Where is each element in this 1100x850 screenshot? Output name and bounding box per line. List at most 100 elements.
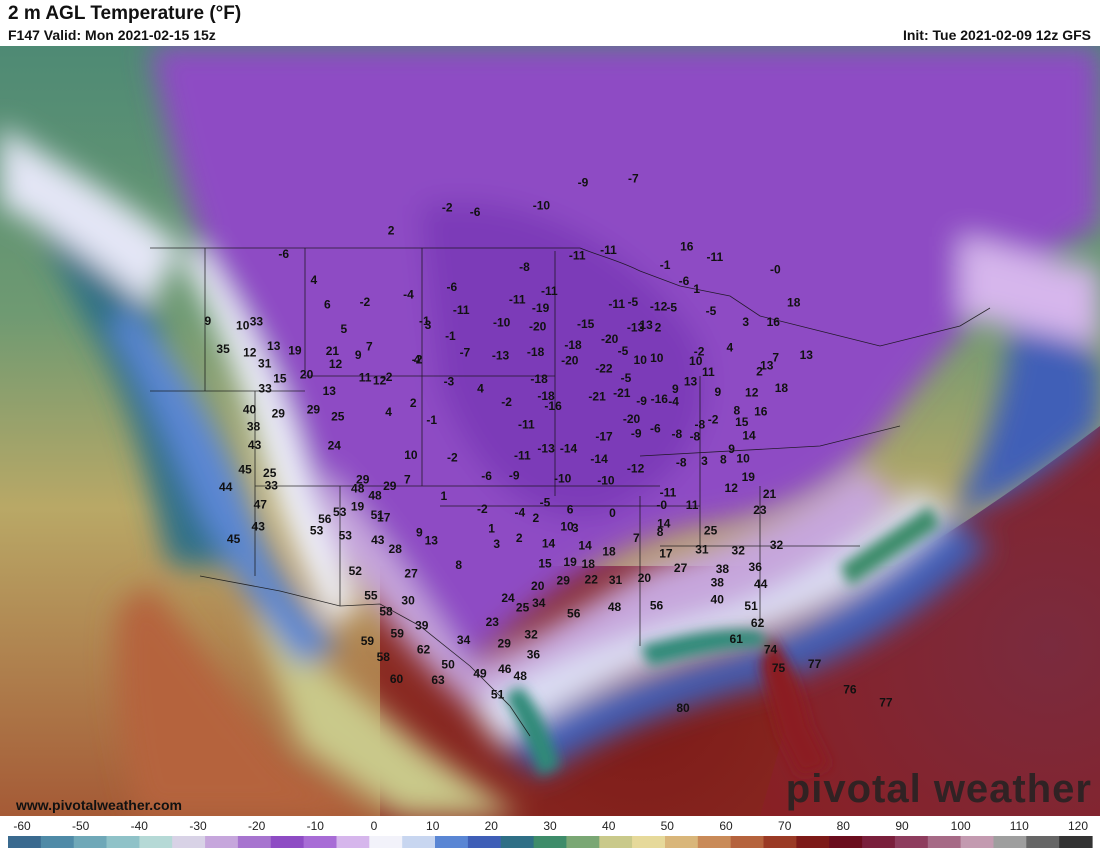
temperature-label: 48: [351, 481, 365, 495]
temperature-label: -20: [623, 412, 641, 426]
temperature-label: 7: [772, 350, 779, 364]
colorbar-ticks: -60 -50 -40 -30 -20 -10 0 10 20 30 40 50 60 70 80 90 100…: [13, 819, 1088, 833]
temperature-label: -2: [694, 345, 705, 359]
temperature-label: 12: [745, 386, 759, 400]
temperature-label: -1: [660, 258, 671, 272]
temperature-label: 21: [763, 487, 777, 501]
temperature-label: 25: [704, 523, 718, 537]
temperature-label: -4: [514, 506, 525, 520]
texas-coast-green: [505, 686, 560, 776]
brand-watermark: pivotal weather: [786, 767, 1092, 811]
temperature-label: 39: [415, 619, 429, 633]
state-boundaries: [150, 247, 991, 737]
temperature-label: 80: [676, 701, 690, 715]
temperature-label: -10: [493, 316, 511, 330]
temperature-label: 19: [351, 500, 365, 514]
temperature-label: 32: [524, 628, 538, 642]
temperature-label: 38: [716, 562, 730, 576]
temperature-label: 9: [728, 442, 735, 456]
temperature-label: -8: [671, 427, 682, 441]
colorbar-swatch: [730, 836, 765, 848]
colorbar-swatch: [500, 836, 535, 848]
temperature-label: 77: [879, 696, 893, 710]
temperature-label: 24: [501, 591, 515, 605]
temperature-label: 47: [254, 498, 268, 512]
florida-warm: [760, 636, 830, 776]
temperature-label: -2: [382, 370, 393, 384]
temperature-label: -18: [537, 389, 555, 403]
colorbar-swatch: [1059, 836, 1093, 848]
temperature-label: 19: [563, 555, 577, 569]
temperature-label: -6: [650, 422, 661, 436]
colorbar-tick-label: 20: [485, 819, 499, 833]
temperature-label: -2: [447, 450, 458, 464]
temperature-label: 13: [760, 359, 774, 373]
colorbar-tick-label: -40: [131, 819, 149, 833]
temperature-label: 13: [800, 348, 814, 362]
temperature-label: 51: [491, 687, 505, 701]
temperature-label: -5: [540, 495, 551, 509]
temperature-label: 9: [672, 382, 679, 396]
temperature-label: -6: [481, 469, 492, 483]
se-coast-green: [840, 506, 940, 586]
temperature-label: 10: [689, 354, 703, 368]
temperature-label: 56: [650, 598, 664, 612]
temperature-label: 2: [756, 365, 763, 379]
colorbar-swatch: [139, 836, 173, 848]
temperature-label: 15: [538, 557, 552, 571]
colorbar-swatch: [829, 836, 863, 848]
us-canada-border: [150, 247, 991, 347]
temperature-label: 62: [417, 643, 431, 657]
temperature-label: 33: [265, 478, 279, 492]
temperature-label: -8: [694, 417, 705, 431]
colorbar-tick-label: 10: [426, 819, 440, 833]
colorbar-tick-label: -20: [248, 819, 266, 833]
temperature-label: 13: [684, 375, 698, 389]
temperature-label: 3: [701, 454, 708, 468]
temperature-label: 18: [787, 296, 801, 310]
temperature-label: 27: [674, 561, 688, 575]
colorbar-swatch: [960, 836, 994, 848]
temperature-label: -21: [613, 386, 631, 400]
temperature-label: 8: [720, 453, 727, 467]
temperature-label: 19: [288, 344, 302, 358]
temperature-label: -18: [530, 372, 548, 386]
temperature-label: 16: [767, 315, 781, 329]
colorbar-swatch: [697, 836, 732, 848]
temperature-label: 3: [425, 318, 432, 332]
temperature-label: 48: [514, 669, 528, 683]
temperature-label: 30: [401, 594, 415, 608]
temperature-label: 23: [753, 503, 767, 517]
colorbar-scale: -60 -50 -40 -30 -20 -10 0 10 20 30 40 50 60 70 80 90 100…: [8, 819, 1093, 848]
colorbar-swatch: [237, 836, 272, 848]
temperature-label: -8: [690, 430, 701, 444]
colorbar-swatch: [533, 836, 567, 848]
colorbar-swatch: [467, 836, 502, 848]
mexico-plateau: [250, 606, 520, 816]
temperature-label: -11: [706, 250, 723, 264]
colorbar-swatch: [1026, 836, 1060, 848]
temperature-label: 43: [371, 533, 385, 547]
temperature-label: 13: [323, 384, 337, 398]
colorbar-swatch: [369, 836, 403, 848]
temperature-label: -15: [577, 317, 595, 331]
temperature-label: -20: [529, 319, 547, 333]
colorbar-tick-label: -60: [13, 819, 31, 833]
temperature-label: -2: [360, 295, 371, 309]
temperature-label: 43: [248, 438, 262, 452]
temperature-label: -7: [628, 172, 639, 186]
temperature-label: 20: [531, 579, 545, 593]
temperature-label: -5: [706, 304, 717, 318]
temperature-label: -11: [569, 249, 586, 263]
temperature-label: -8: [676, 455, 687, 469]
temperature-label: 3: [572, 521, 579, 535]
temperature-label: -11: [453, 303, 470, 317]
temperature-label: 32: [732, 543, 746, 557]
temperature-label: 31: [695, 542, 709, 556]
temperature-label: 13: [639, 318, 653, 332]
colorbar-tick-label: 30: [543, 819, 557, 833]
temperature-label: -11: [509, 293, 526, 307]
temperature-label: 14: [578, 538, 592, 552]
colorbar-swatch: [402, 836, 436, 848]
